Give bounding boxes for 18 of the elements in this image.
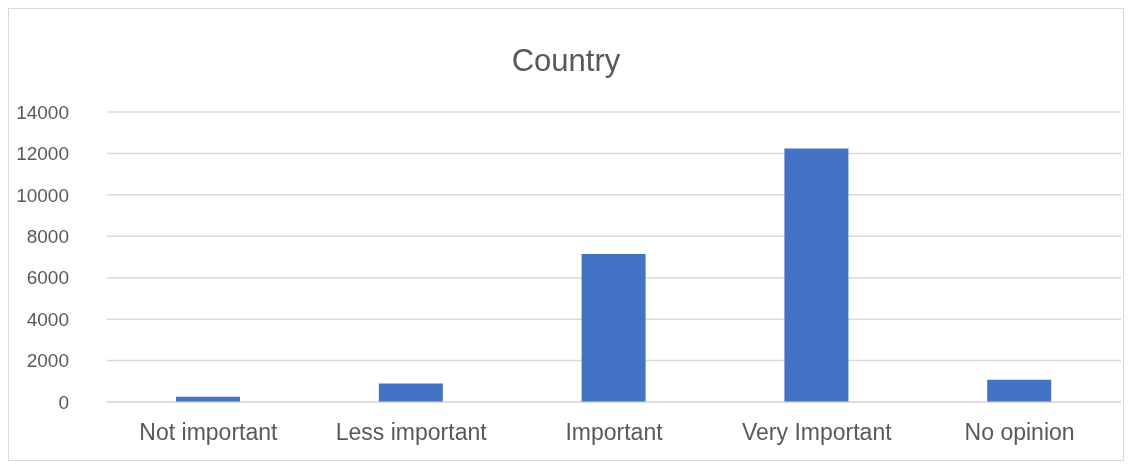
x-tick-label: Less important [335, 419, 488, 446]
bar [987, 379, 1052, 402]
y-tick-label: 6000 [26, 267, 69, 289]
x-tick-label: Important [565, 419, 664, 446]
bar [581, 254, 646, 402]
x-tick-label: Very Important [742, 419, 893, 446]
y-tick-label: 4000 [26, 308, 69, 330]
y-tick-label: 12000 [16, 143, 69, 165]
x-tick-label: No opinion [964, 419, 1075, 446]
y-tick-label: 8000 [26, 226, 69, 248]
bar [784, 148, 849, 402]
y-tick-label: 2000 [26, 350, 69, 372]
x-tick-label: Not important [139, 419, 279, 446]
y-tick-label: 0 [58, 391, 69, 413]
y-tick-label: 10000 [16, 184, 69, 206]
chart-title: Country [510, 42, 622, 78]
bar [378, 383, 443, 402]
y-tick-label: 14000 [16, 101, 69, 123]
